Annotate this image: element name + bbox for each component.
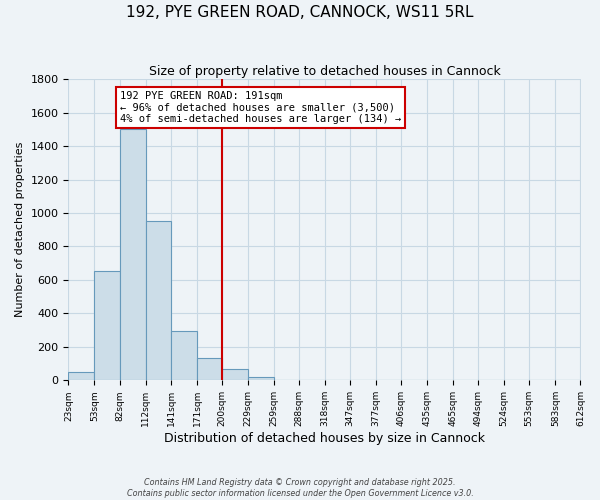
Bar [248, 377, 274, 380]
X-axis label: Distribution of detached houses by size in Cannock: Distribution of detached houses by size … [164, 432, 485, 445]
Title: Size of property relative to detached houses in Cannock: Size of property relative to detached ho… [149, 65, 500, 78]
Text: Contains HM Land Registry data © Crown copyright and database right 2025.
Contai: Contains HM Land Registry data © Crown c… [127, 478, 473, 498]
Bar [171, 331, 197, 380]
Y-axis label: Number of detached properties: Number of detached properties [15, 142, 25, 318]
Bar [119, 130, 146, 380]
Bar [94, 271, 119, 380]
Text: 192, PYE GREEN ROAD, CANNOCK, WS11 5RL: 192, PYE GREEN ROAD, CANNOCK, WS11 5RL [126, 5, 474, 20]
Bar [197, 358, 222, 380]
Bar [222, 370, 248, 380]
Bar [68, 372, 94, 380]
Bar [146, 222, 171, 380]
Text: 192 PYE GREEN ROAD: 191sqm
← 96% of detached houses are smaller (3,500)
4% of se: 192 PYE GREEN ROAD: 191sqm ← 96% of deta… [119, 91, 401, 124]
